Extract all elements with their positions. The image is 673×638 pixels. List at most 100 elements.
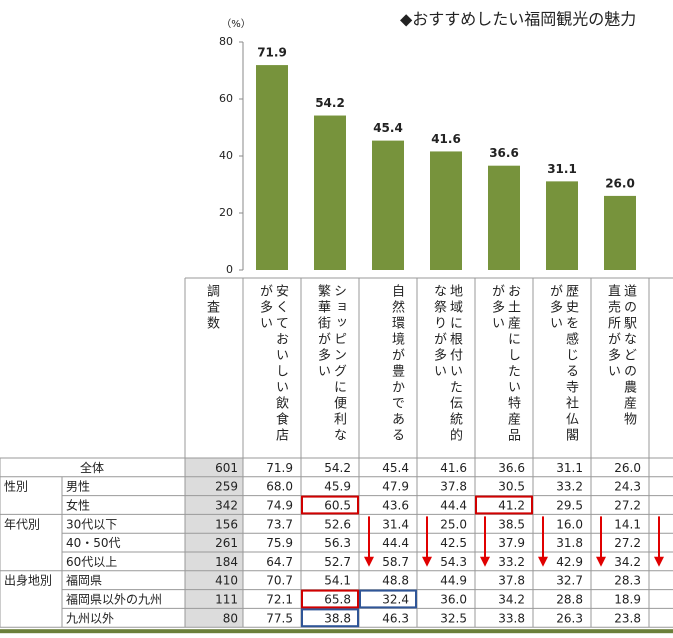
highlight-box xyxy=(301,608,359,628)
cell: 52.6 xyxy=(324,517,351,531)
cell: 72.1 xyxy=(266,593,293,607)
row-count: 111 xyxy=(215,593,238,607)
cell: 33.2 xyxy=(498,555,525,569)
cell: 33.2 xyxy=(556,480,583,494)
row-label: 福岡県以外の九州 xyxy=(66,592,162,607)
cell: 65.8 xyxy=(324,593,351,607)
cell: 64.7 xyxy=(266,555,293,569)
value-label: 41.6 xyxy=(431,132,461,146)
cell: 18.9 xyxy=(614,593,641,607)
cell: 60.5 xyxy=(324,499,351,513)
cell: 42.9 xyxy=(556,555,583,569)
arrow-head xyxy=(422,556,432,567)
bar xyxy=(546,181,578,270)
column-header-line: 自然環境が豊かである xyxy=(389,284,404,444)
arrow-head xyxy=(480,556,490,567)
cell: 28.8 xyxy=(556,593,583,607)
column-header-line: 安くておいしい飲食店 xyxy=(273,284,288,444)
column-header: 地域に根付いた伝統的 な祭りが多い xyxy=(430,284,462,444)
cell: 32.5 xyxy=(440,611,467,625)
cell: 32.4 xyxy=(382,593,409,607)
highlight-box xyxy=(301,589,359,609)
bar xyxy=(430,151,462,270)
cell: 37.9 xyxy=(498,536,525,550)
column-header-line: が多い xyxy=(547,284,562,332)
value-label: 31.1 xyxy=(547,162,577,176)
row-label: 全体 xyxy=(80,460,104,475)
value-label: 26.0 xyxy=(605,176,635,190)
column-header: 歴史を感じる寺社仏閣 が多い xyxy=(546,284,578,444)
column-header: お土産にしたい特産品 が多い xyxy=(488,284,520,444)
row-label: 40・50代 xyxy=(66,536,121,550)
bar xyxy=(372,140,404,270)
cell: 32.7 xyxy=(556,574,583,588)
chart-title: ◆おすすめしたい福岡観光の魅力 xyxy=(400,10,636,29)
y-tick-label: 40 xyxy=(219,149,233,162)
cell: 41.6 xyxy=(440,461,467,475)
cell: 44.4 xyxy=(440,499,467,513)
cell: 31.1 xyxy=(556,461,583,475)
arrow-head xyxy=(654,556,664,567)
cell: 54.2 xyxy=(324,461,351,475)
y-tick-label: 60 xyxy=(219,92,233,105)
highlight-box xyxy=(475,495,533,515)
row-count: 410 xyxy=(215,574,238,588)
cell: 54.3 xyxy=(440,555,467,569)
cell: 68.0 xyxy=(266,480,293,494)
cell: 26.0 xyxy=(614,461,641,475)
column-header-line: お土産にしたい特産品 xyxy=(505,284,520,444)
cell: 36.0 xyxy=(440,593,467,607)
column-header: ショッピングに便利な 繁華街が多い xyxy=(314,284,346,444)
row-count: 259 xyxy=(215,480,238,494)
cell: 28.3 xyxy=(614,574,641,588)
column-header-line: 直売所が多い xyxy=(605,284,620,380)
bar xyxy=(604,195,636,270)
cell: 44.4 xyxy=(382,536,409,550)
cell: 70.7 xyxy=(266,574,293,588)
y-unit: （%） xyxy=(221,18,251,30)
arrow-head xyxy=(364,556,374,567)
cell: 25.0 xyxy=(440,517,467,531)
cell: 23.8 xyxy=(614,611,641,625)
cell: 75.9 xyxy=(266,536,293,550)
group-label: 性別 xyxy=(4,480,28,494)
group-label: 年代別 xyxy=(4,517,40,531)
cell: 46.3 xyxy=(382,611,409,625)
cell: 37.8 xyxy=(440,480,467,494)
row-count: 184 xyxy=(215,555,238,569)
y-tick-label: 0 xyxy=(226,263,233,276)
row-count: 261 xyxy=(215,536,238,550)
cell: 27.2 xyxy=(614,499,641,513)
column-header: 道の駅などの農産物 直売所が多い xyxy=(604,284,636,428)
count-header: 調査数 xyxy=(204,284,219,332)
cell: 37.8 xyxy=(498,574,525,588)
cell: 47.9 xyxy=(382,480,409,494)
value-label: 54.2 xyxy=(315,96,345,110)
bottom-band xyxy=(0,629,673,634)
cell: 73.7 xyxy=(266,517,293,531)
group-label: 出身地別 xyxy=(4,573,52,588)
cell: 43.6 xyxy=(382,499,409,513)
cell: 27.2 xyxy=(614,536,641,550)
cell: 45.4 xyxy=(382,461,409,475)
cell: 16.0 xyxy=(556,517,583,531)
row-label: 九州以外 xyxy=(66,611,114,625)
cell: 29.5 xyxy=(556,499,583,513)
cell: 56.3 xyxy=(324,536,351,550)
row-count: 156 xyxy=(215,517,238,531)
cell: 74.9 xyxy=(266,499,293,513)
row-label: 30代以下 xyxy=(66,517,117,531)
cell: 48.8 xyxy=(382,574,409,588)
column-header-line: が多い xyxy=(489,284,504,332)
bar xyxy=(256,65,288,271)
cell: 36.6 xyxy=(498,461,525,475)
column-header-line: 道の駅などの農産物 xyxy=(621,284,636,428)
cell: 38.5 xyxy=(498,517,525,531)
cell: 41.2 xyxy=(498,499,525,513)
highlight-box xyxy=(359,589,417,609)
row-label: 女性 xyxy=(66,498,90,513)
row-label: 福岡県 xyxy=(66,573,102,588)
y-tick-label: 80 xyxy=(219,35,233,48)
cell: 45.9 xyxy=(324,480,351,494)
